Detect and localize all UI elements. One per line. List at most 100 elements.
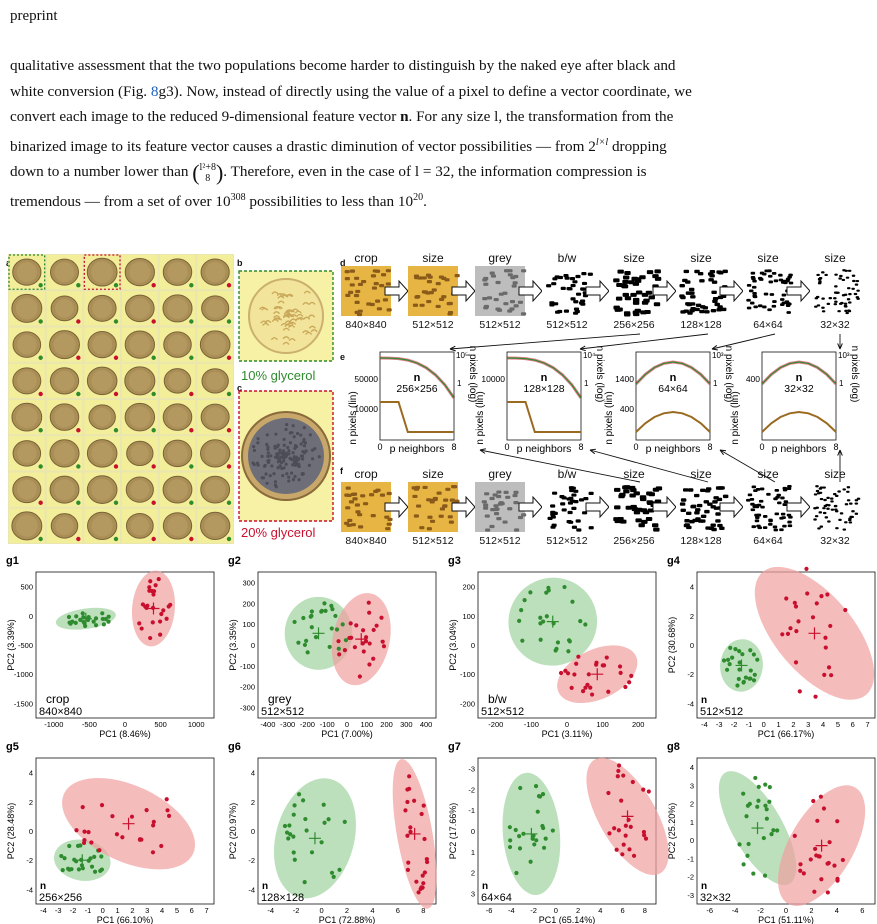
data-point [336,639,341,644]
texture-blob [762,305,767,309]
texture-blob [452,485,458,489]
texture-blob [690,504,697,509]
texture-blob [715,519,721,523]
data-point [797,689,802,694]
data-point [606,689,611,694]
texture-dot [287,479,291,483]
texture-blob [715,512,721,516]
texture-blob [694,307,700,312]
data-point [93,616,99,621]
texture-mark [277,295,285,299]
texture-mark [275,306,283,310]
texture-blob [429,498,435,502]
running-header: preprint [10,8,58,24]
texture-dot [276,460,280,464]
pca-size-tag: 512×512 [261,706,304,718]
data-point [137,837,143,842]
class-dot [151,391,156,397]
texture-blob [710,308,717,313]
data-point [405,867,411,872]
centroid-marker [312,627,325,640]
data-point [420,873,425,878]
texture-blob [613,278,620,283]
hist-n-label: n [414,372,421,384]
texture-blob [834,285,838,288]
data-point [562,584,567,590]
data-point [151,592,156,597]
y-tick-lin: 400 [746,374,760,384]
texture-blob [854,512,859,515]
texture-dot [266,445,270,449]
texture-dot [282,437,286,441]
data-point [520,638,525,643]
panel-a-image-grid [8,254,234,544]
texture-dot [297,478,301,482]
data-point [361,649,366,654]
texture-mark [282,341,290,345]
data-point [818,794,823,799]
flow-arrow [585,279,610,303]
texture-blob [680,310,686,314]
data-point [794,629,799,634]
texture-blob [826,507,830,510]
texture-blob [774,512,780,516]
figure-ref-link[interactable]: 8 [150,82,159,100]
texture-blob [851,510,855,513]
data-point [93,623,99,628]
texture-blob [821,271,825,274]
x-tick: -4 [40,906,47,915]
texture-blob [483,503,489,507]
step-image [475,482,525,532]
texture-blob [754,505,760,509]
data-point [813,846,818,852]
data-point [517,833,522,839]
texture-blob [570,297,576,301]
data-point [535,809,540,814]
texture-dot [261,476,266,480]
texture-blob [502,520,508,524]
texture-blob [720,307,727,312]
texture-blob [445,487,451,491]
pca-tag: crop [46,692,70,706]
texture-blob [829,497,834,500]
texture-blob [489,524,495,529]
x-tick: 3 [806,720,810,729]
texture-blob [419,303,425,307]
data-point [567,639,572,644]
centroid-marker [408,827,421,840]
texture-blob [772,525,778,529]
size-label: 256×256 [613,319,654,331]
data-point [301,615,306,621]
x-tick: -4 [732,906,739,915]
texture-blob [839,512,844,515]
texture-blob [563,274,569,278]
texture-blob [521,513,527,517]
superscript: 308 [230,191,246,203]
texture-blob [623,485,631,490]
x-tick: 8 [421,906,425,915]
x-tick: 2 [345,906,349,915]
texture-blob [617,269,624,274]
droplet-core [167,406,188,428]
texture-blob [821,306,825,309]
texture-blob [426,527,432,531]
data-point [785,631,791,636]
texture-blob [575,519,581,523]
arrow-head [837,343,843,350]
texture-blob [788,273,793,277]
data-point [743,675,748,680]
data-point [825,592,830,597]
arrow-head [711,345,718,351]
data-point [158,632,163,637]
size-label: 32×32 [820,319,850,331]
class-dot [189,536,194,542]
texture-blob [813,493,818,496]
data-point [292,803,297,808]
texture-blob [435,304,441,309]
y-tick: -2 [687,873,694,882]
pca-size-tag: 128×128 [261,892,304,904]
step-label: size [824,251,846,265]
y-tick-lin: 1400 [615,374,634,384]
texture-dot [276,453,280,457]
data-point [607,831,612,836]
